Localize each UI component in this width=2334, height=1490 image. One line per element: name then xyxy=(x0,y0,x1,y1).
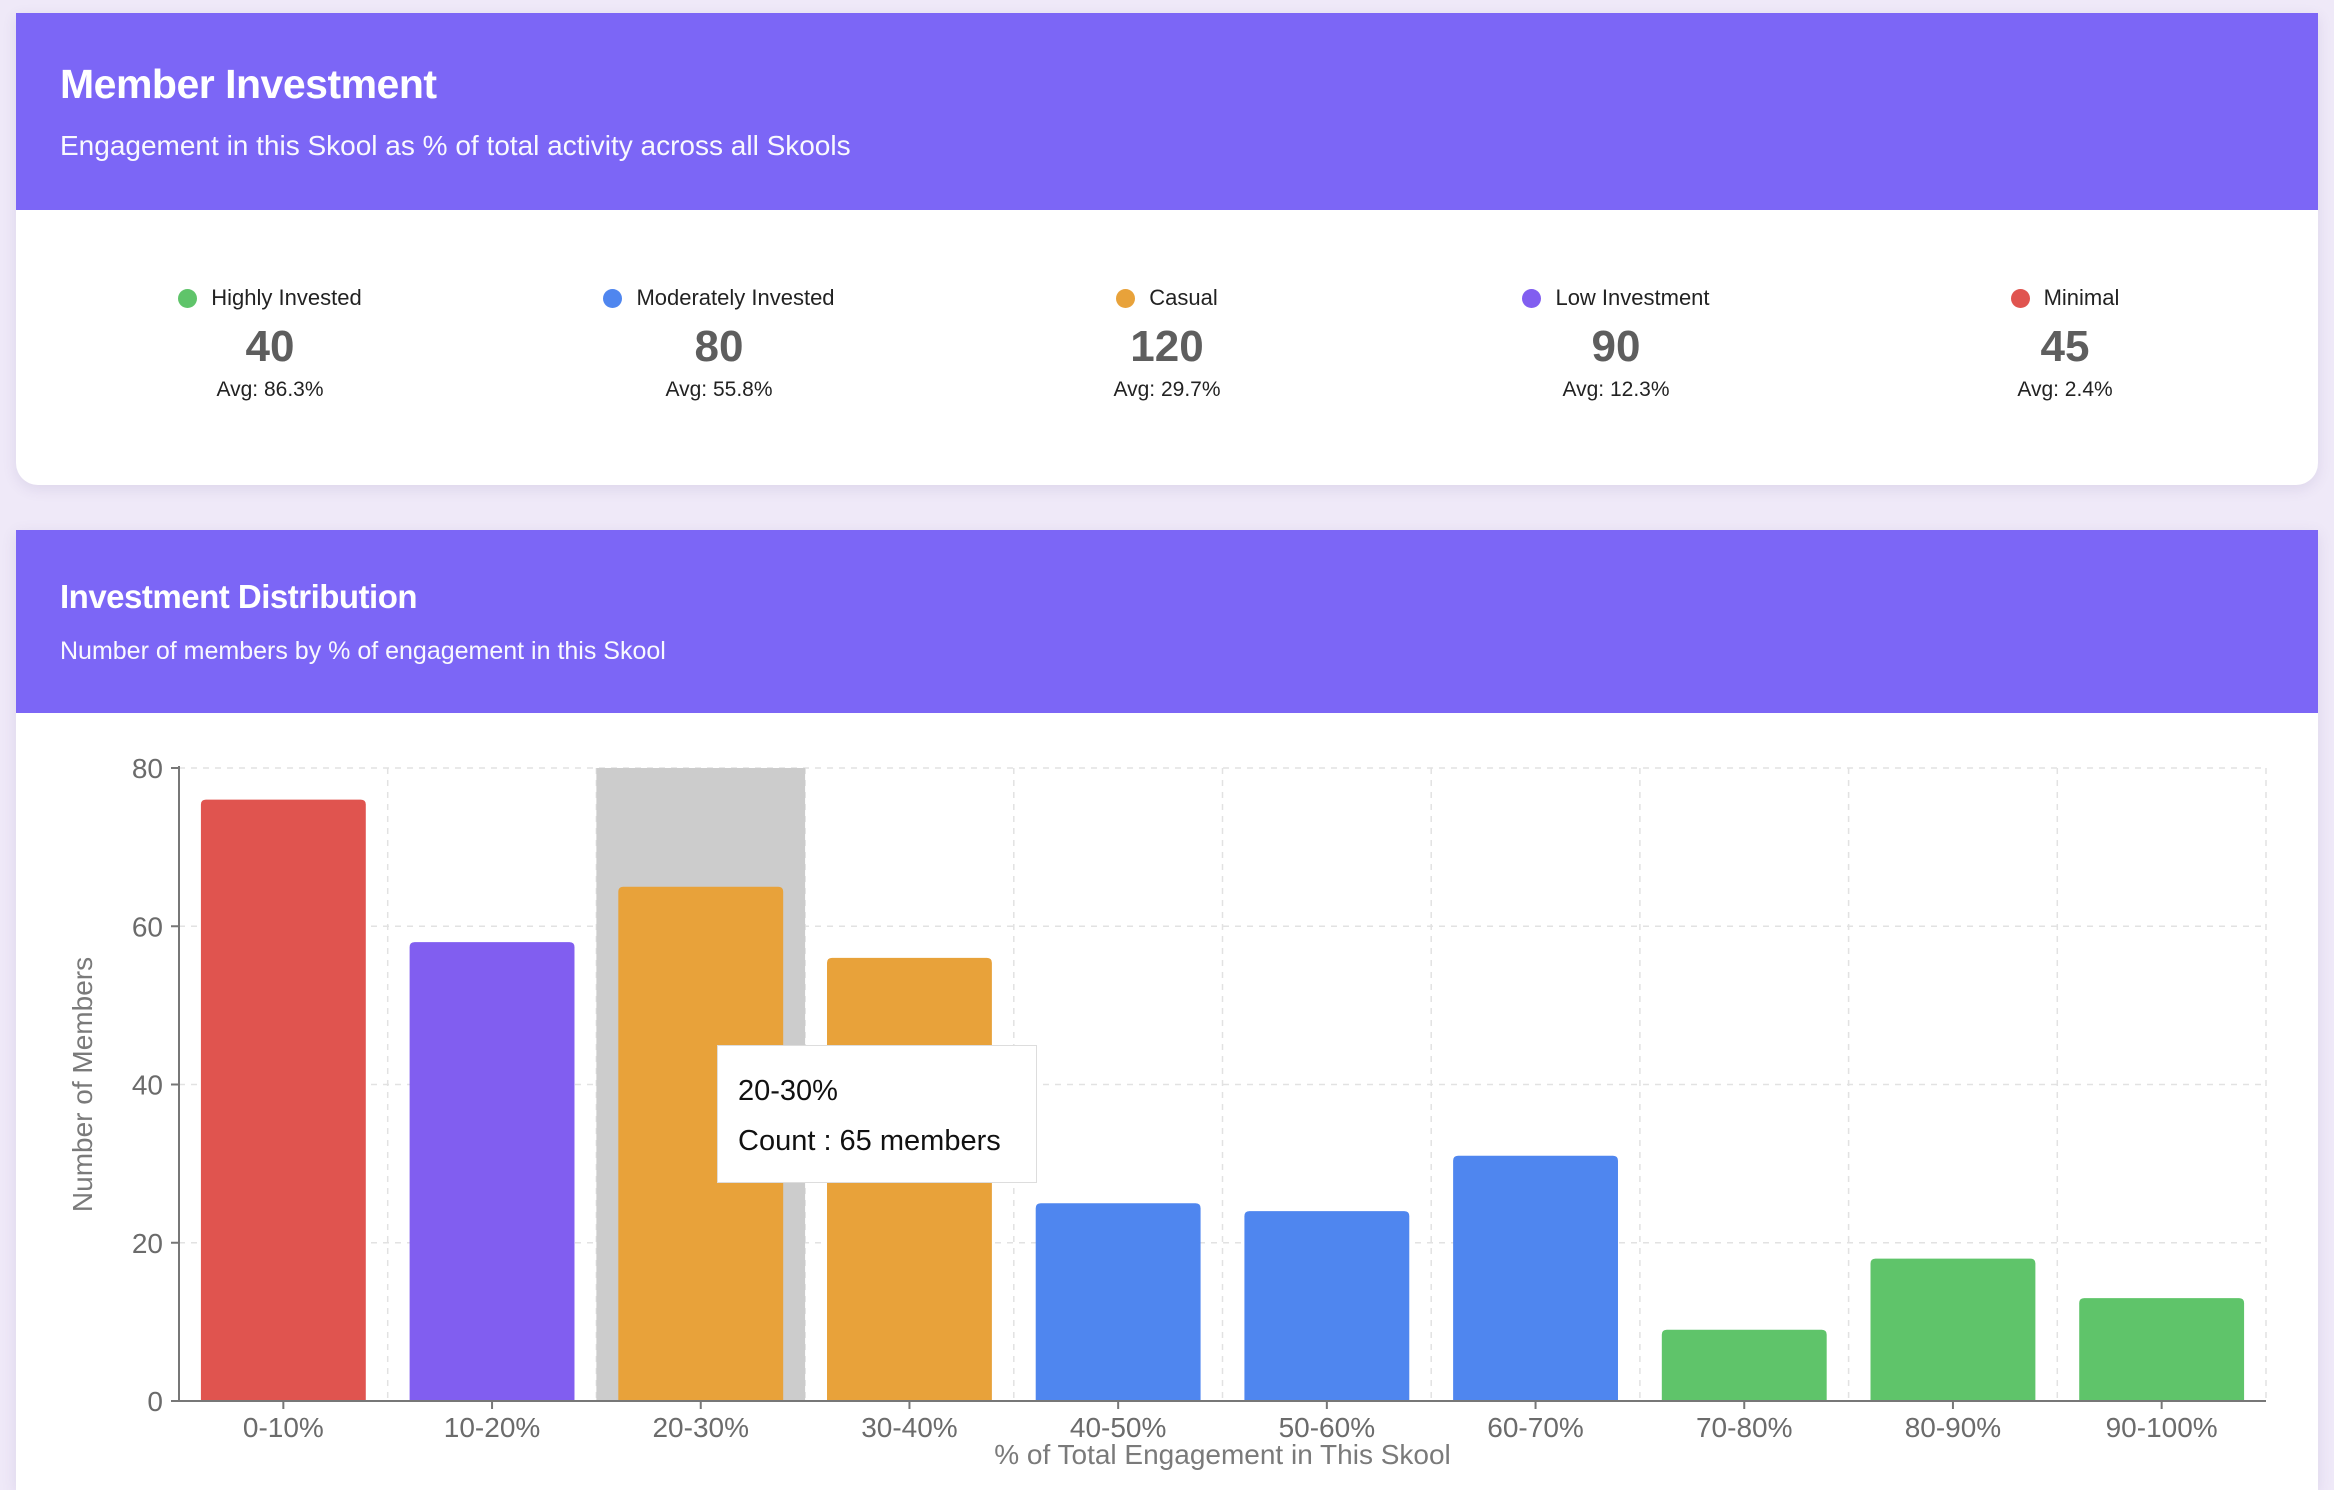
stat-count: 90 xyxy=(1591,322,1641,371)
status-dot-icon xyxy=(1522,288,1542,308)
x-tick-label: 50-60% xyxy=(1279,1412,1376,1443)
bar-70-80% xyxy=(1661,1329,1827,1401)
investment-distribution-card: Investment Distribution Number of member… xyxy=(16,530,2318,1490)
bar-0-10% xyxy=(200,799,366,1401)
investment-distribution-chart: 0 20 40 60 80 0-10% 10-20% 20-30% 30-40% 40-50% 50… xyxy=(67,753,2267,1470)
chart-tooltip: 20-30% Count : 65 members xyxy=(717,1045,1037,1183)
investment-summary-stats: Highly Invested 40 Avg: 86.3% Moderately… xyxy=(16,210,2318,485)
stat-average: Avg: 2.4% xyxy=(2017,378,2113,401)
x-tick-label: 40-50% xyxy=(1070,1412,1167,1443)
member-investment-card: Member Investment Engagement in this Sko… xyxy=(16,13,2318,485)
status-dot-icon xyxy=(178,288,198,308)
bar-80-90% xyxy=(1870,1258,2036,1401)
y-axis-label: Number of Members xyxy=(67,957,98,1212)
stat-label: Highly Invested xyxy=(211,285,362,310)
stat-label: Low Investment xyxy=(1555,285,1710,310)
x-tick-label: 70-80% xyxy=(1696,1412,1793,1443)
stat-moderately-invested: Moderately Invested 80 Avg: 55.8% xyxy=(569,284,869,402)
x-tick-label: 80-90% xyxy=(1905,1412,2002,1443)
bar-20-30% xyxy=(618,886,784,1401)
x-tick-label: 90-100% xyxy=(2106,1412,2218,1443)
y-tick-label: 80 xyxy=(132,753,163,784)
x-tick-label: 10-20% xyxy=(444,1412,541,1443)
stat-minimal: Minimal 45 Avg: 2.4% xyxy=(1915,284,2215,402)
stat-label: Minimal xyxy=(2043,285,2120,310)
status-dot-icon xyxy=(2010,288,2030,308)
bar-10-20% xyxy=(409,942,575,1401)
y-tick-label: 20 xyxy=(132,1228,163,1259)
bar-50-60% xyxy=(1244,1211,1410,1401)
page-subtitle: Engagement in this Skool as % of total a… xyxy=(60,130,851,161)
stat-count: 45 xyxy=(2040,322,2090,371)
x-axis-label: % of Total Engagement in This Skool xyxy=(994,1439,1451,1470)
status-dot-icon xyxy=(1116,288,1136,308)
stat-average: Avg: 12.3% xyxy=(1562,378,1670,401)
stat-casual: Casual 120 Avg: 29.7% xyxy=(1017,284,1317,402)
stat-highly-invested: Highly Invested 40 Avg: 86.3% xyxy=(120,284,420,402)
tooltip-title: 20-30% xyxy=(738,1075,838,1107)
stat-average: Avg: 86.3% xyxy=(216,378,324,401)
stat-count: 40 xyxy=(245,322,295,371)
tooltip-count: Count : 65 members xyxy=(738,1125,1001,1157)
x-tick-label: 0-10% xyxy=(243,1412,324,1443)
y-tick-label: 40 xyxy=(132,1070,163,1101)
y-tick-label: 60 xyxy=(132,911,163,942)
bar-40-50% xyxy=(1035,1203,1201,1401)
section-title: Investment Distribution xyxy=(60,578,418,615)
section-subtitle: Number of members by % of engagement in … xyxy=(60,637,666,665)
x-tick-label: 60-70% xyxy=(1487,1412,1584,1443)
stat-label: Moderately Invested xyxy=(636,285,835,310)
x-tick-label: 20-30% xyxy=(652,1412,749,1443)
stat-label: Casual xyxy=(1149,285,1218,310)
member-investment-header: Member Investment Engagement in this Sko… xyxy=(16,13,2318,210)
bar-90-100% xyxy=(2079,1298,2245,1401)
investment-distribution-header: Investment Distribution Number of member… xyxy=(16,530,2318,713)
y-tick-label: 0 xyxy=(147,1386,163,1417)
bar-60-70% xyxy=(1453,1155,1618,1401)
stat-count: 120 xyxy=(1130,322,1204,371)
status-dot-icon xyxy=(603,288,623,308)
stat-count: 80 xyxy=(694,322,744,371)
x-tick-label: 30-40% xyxy=(861,1412,958,1443)
stat-average: Avg: 29.7% xyxy=(1113,378,1221,401)
stat-average: Avg: 55.8% xyxy=(665,378,773,401)
page-title: Member Investment xyxy=(60,61,437,107)
stat-low-investment: Low Investment 90 Avg: 12.3% xyxy=(1466,284,1766,402)
